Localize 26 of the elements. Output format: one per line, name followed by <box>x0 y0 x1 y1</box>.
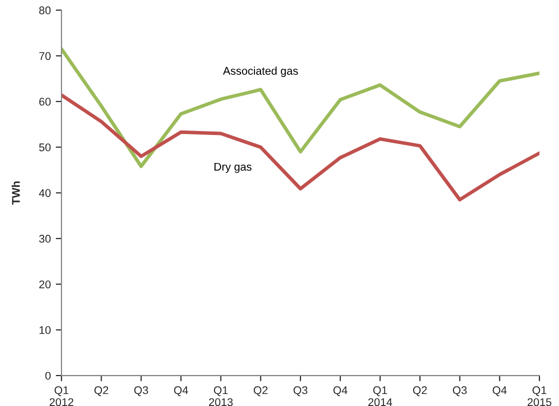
y-axis-title: TWh <box>12 182 20 205</box>
x-tick-label: Q3 <box>134 386 148 396</box>
series-label: Associated gas <box>222 66 298 77</box>
y-tick-label: 50 <box>39 143 51 152</box>
x-tick-label: Q1 2012 <box>50 386 74 406</box>
y-tick-label: 20 <box>39 280 51 288</box>
x-tick-label: Q1 2014 <box>368 386 392 406</box>
x-tick-label: Q4 <box>174 386 188 396</box>
x-tick-label: Q3 <box>294 386 308 396</box>
x-tick-label: Q2 <box>254 386 268 396</box>
x-tick-label: Q2 <box>413 386 427 396</box>
x-tick-label: Q2 <box>94 386 108 396</box>
x-tick-label: Q4 <box>492 386 507 396</box>
y-tick-label: 0 <box>45 372 51 380</box>
x-tick-label: Q4 <box>333 386 348 396</box>
y-tick-label: 60 <box>39 98 51 106</box>
x-tick-label: Q3 <box>452 386 467 396</box>
x-tick-label: Q1 2015 <box>528 386 552 406</box>
y-tick-label: 80 <box>39 6 51 14</box>
y-tick-label: 30 <box>39 234 51 243</box>
y-tick-label: 70 <box>39 52 51 60</box>
y-tick-label: 40 <box>38 189 51 197</box>
x-tick-label: Q1 2013 <box>209 386 233 406</box>
y-tick-label: 10 <box>40 326 51 334</box>
line-series <box>61 93 540 202</box>
series-label: Dry gas <box>214 162 252 173</box>
